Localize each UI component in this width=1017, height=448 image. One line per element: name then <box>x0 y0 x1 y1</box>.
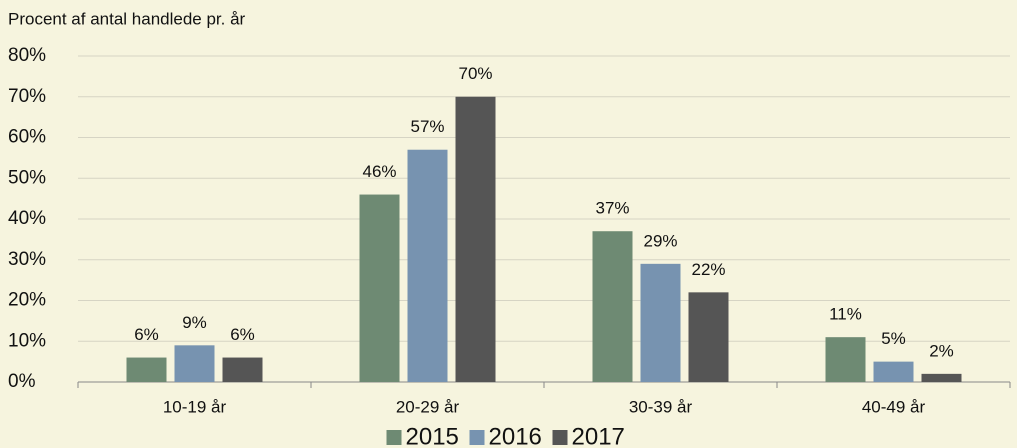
bar <box>921 373 962 382</box>
bar <box>640 263 681 382</box>
data-label: 11% <box>829 305 862 324</box>
y-tick-label: 10% <box>8 330 46 351</box>
y-tick-label: 0% <box>8 371 36 392</box>
data-label: 5% <box>881 329 906 348</box>
legend-label: 2017 <box>572 423 625 448</box>
bar <box>359 194 400 382</box>
data-label: 46% <box>362 162 396 181</box>
legend-swatch <box>386 430 402 445</box>
data-label: 2% <box>929 341 954 360</box>
data-label: 22% <box>691 260 725 279</box>
bar <box>825 337 866 382</box>
bar <box>126 357 167 382</box>
x-tick-label: 40-49 år <box>862 397 926 416</box>
legend-label: 2015 <box>406 423 459 448</box>
y-tick-label: 80% <box>8 45 46 66</box>
data-label: 6% <box>230 325 255 344</box>
y-tick-label: 60% <box>8 127 46 148</box>
bar <box>873 361 914 382</box>
bar <box>407 149 448 382</box>
data-label: 29% <box>643 231 677 250</box>
legend-swatch <box>552 430 568 445</box>
y-tick-label: 40% <box>8 208 46 229</box>
x-tick-label: 10-19 år <box>163 397 227 416</box>
bar <box>455 96 496 382</box>
bar <box>592 231 633 382</box>
y-tick-label: 70% <box>8 86 46 107</box>
y-tick-label: 50% <box>8 167 46 188</box>
x-tick-label: 30-39 år <box>629 397 693 416</box>
legend-label: 2016 <box>489 423 542 448</box>
y-axis-label: Procent af antal handlede pr. år <box>8 9 246 28</box>
data-label: 70% <box>458 64 492 83</box>
y-tick-label: 20% <box>8 290 46 311</box>
y-tick-label: 30% <box>8 249 46 270</box>
bar <box>222 357 263 382</box>
legend-swatch <box>469 430 485 445</box>
data-label: 57% <box>410 117 444 136</box>
data-label: 9% <box>182 313 207 332</box>
data-label: 6% <box>134 325 159 344</box>
x-tick-label: 20-29 år <box>396 397 460 416</box>
bar <box>688 292 729 382</box>
data-label: 37% <box>595 199 629 218</box>
bar <box>174 345 215 382</box>
